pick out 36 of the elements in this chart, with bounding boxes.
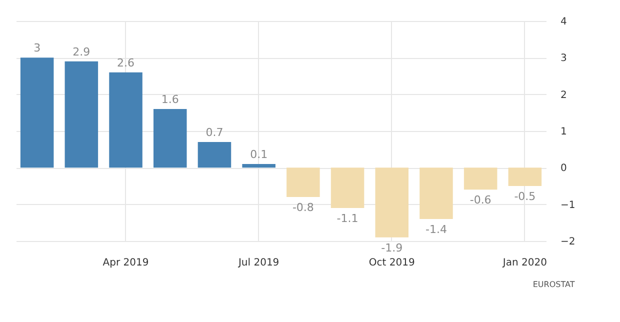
bar — [153, 109, 187, 168]
y-tick-label: 2 — [560, 90, 567, 101]
data-label: -0.5 — [514, 190, 536, 203]
y-tick-label: −2 — [560, 236, 576, 248]
data-label: -0.6 — [470, 194, 492, 207]
bar — [375, 168, 409, 238]
x-tick-label: Jul 2019 — [237, 258, 280, 268]
bar — [198, 142, 232, 168]
bar — [20, 58, 54, 168]
data-label: -0.8 — [292, 201, 314, 214]
text: EUROSTAT — [532, 280, 575, 289]
data-label: 0.7 — [206, 126, 224, 139]
data-label: 0.1 — [250, 148, 268, 161]
bar — [109, 72, 142, 168]
data-label: -1.9 — [381, 241, 403, 254]
bar — [508, 168, 542, 186]
y-tick-label: 0 — [560, 163, 567, 174]
data-label: 2.6 — [117, 56, 135, 70]
bar — [464, 168, 498, 190]
x-tick-label: Jan 2020 — [502, 258, 547, 268]
x-tick-label: Oct 2019 — [368, 258, 415, 268]
bar — [64, 61, 98, 168]
bar — [286, 168, 320, 197]
bar — [330, 168, 364, 208]
data-label: -1.4 — [425, 223, 447, 236]
bar — [242, 164, 276, 168]
data-label: 1.6 — [161, 93, 179, 106]
y-tick-label: 4 — [560, 16, 567, 28]
y-tick-label: 3 — [560, 53, 567, 64]
bar — [420, 168, 453, 219]
data-label: 3 — [34, 42, 41, 55]
y-tick-label: 1 — [560, 126, 567, 138]
data-label: 2.9 — [72, 45, 90, 58]
y-tick-label: −1 — [560, 200, 576, 211]
x-tick-label: Apr 2019 — [102, 258, 149, 268]
data-label: -1.1 — [336, 212, 358, 225]
